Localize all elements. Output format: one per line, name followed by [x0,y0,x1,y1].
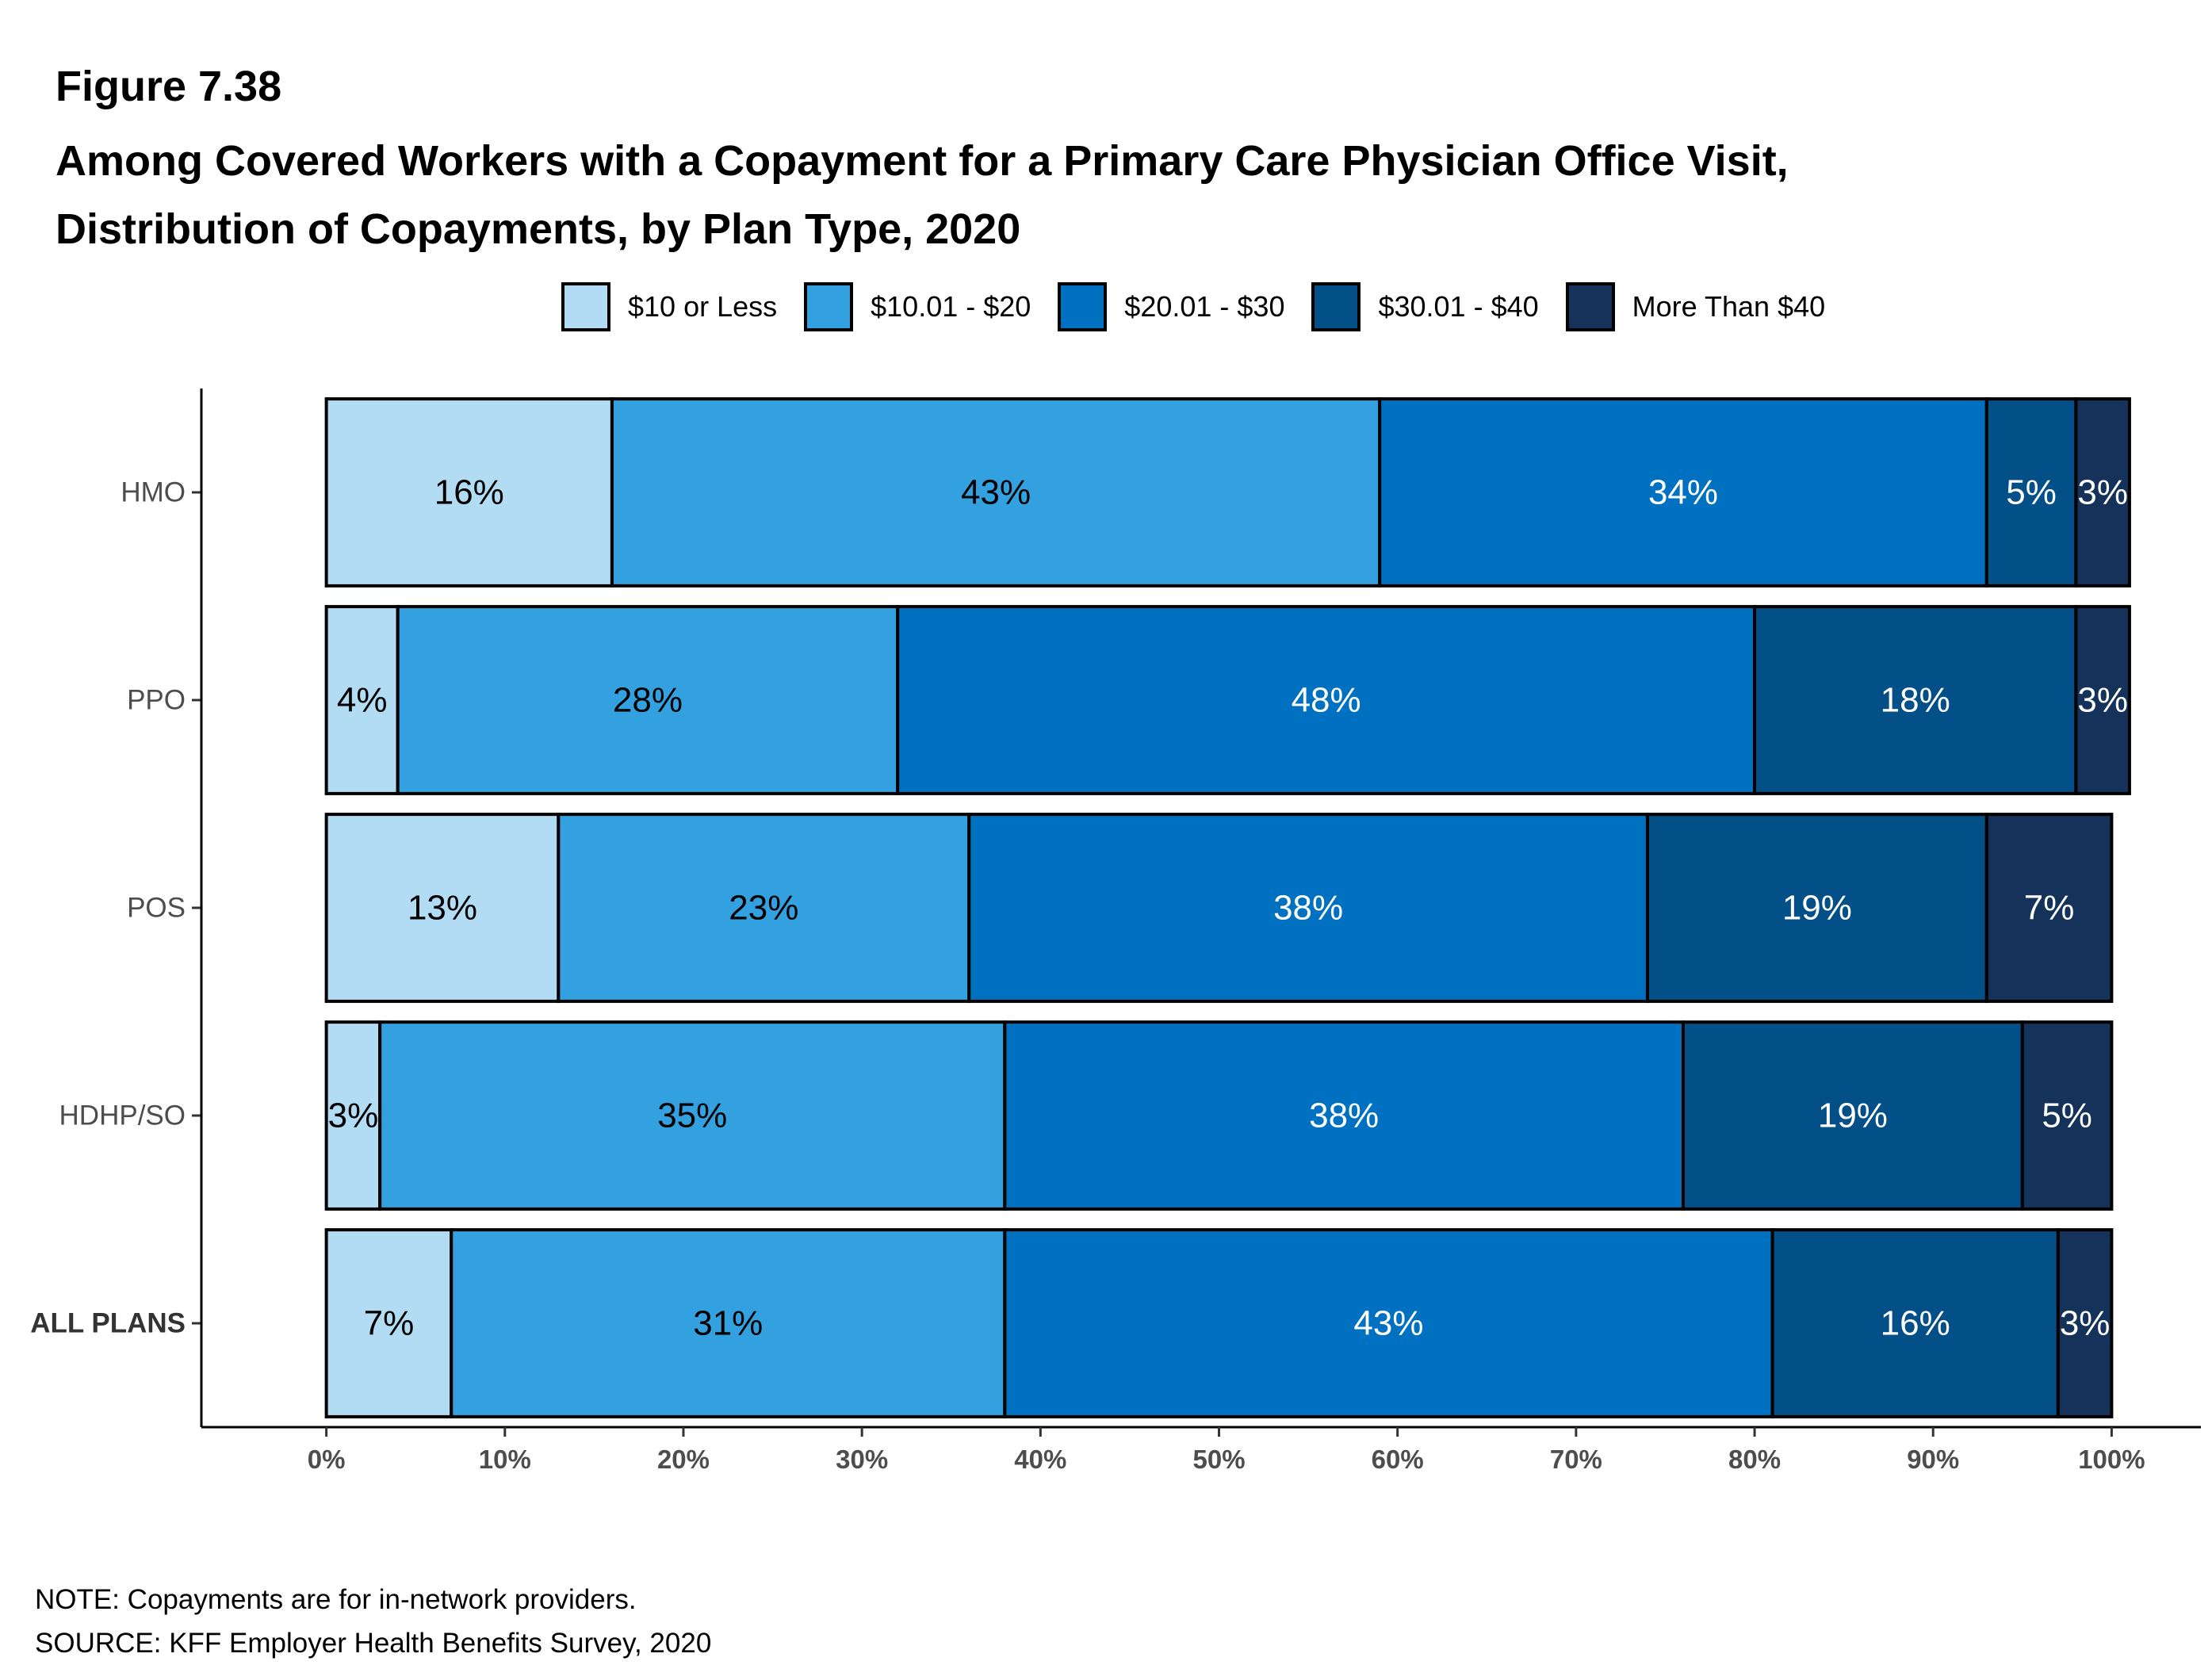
legend-swatch [804,282,854,331]
bar-segment [324,813,561,1003]
legend-item-10-to-20: $10.01 - $20 [804,282,1031,331]
bar-segment [1003,1020,1685,1211]
data-label: 18% [1881,681,1950,720]
x-tick-label: 40% [1014,1445,1066,1474]
x-tick-label: 70% [1550,1445,1602,1474]
figure-label: Figure 7.38 [55,63,282,110]
bar-segment [396,605,900,795]
x-tick-label: 10% [479,1445,531,1474]
data-label: 38% [1309,1097,1379,1135]
stacked-bar-chart: 16% 43% 34% 5% 3% HMO 4% 28% 48% 18% 3% PPO 13% 23% 38… [30,388,2201,1474]
data-label: 3% [2077,473,2128,512]
legend-swatch [1565,282,1615,331]
chart-title-line-2: Distribution of Copayments, by Plan Type… [55,205,1021,253]
data-label: 3% [2060,1304,2111,1343]
y-tick-label: HMO [121,477,186,508]
x-tick-label: 50% [1192,1445,1245,1474]
data-label: 48% [1292,681,1361,720]
data-label: 28% [613,681,683,720]
chart-title-line-1: Among Covered Workers with a Copayment f… [55,137,1789,185]
x-tick-label: 60% [1372,1445,1424,1474]
bar-segment [2074,397,2131,588]
legend-swatch [1311,282,1361,331]
bar-segment [450,1228,1007,1418]
x-tick-label: 90% [1907,1445,1959,1474]
bar-segment [2020,1020,2114,1211]
bar-segment [378,1020,1007,1211]
x-tick-label: 20% [657,1445,710,1474]
bar-segment [1681,1020,2024,1211]
data-label: 13% [408,889,477,928]
y-tick-label: HDHP/SO [59,1100,186,1131]
chart-note: NOTE: Copayments are for in-network prov… [35,1584,637,1615]
data-label: 4% [337,681,388,720]
data-label: 19% [1818,1097,1888,1135]
y-tick-label: POS [127,893,186,924]
legend-item-10-or-less: $10 or Less [561,282,777,331]
bar-segment [324,605,400,795]
x-tick-label: 30% [836,1445,888,1474]
bar-segment [1645,813,1988,1003]
legend-item-20-to-30: $20.01 - $30 [1058,282,1284,331]
bar-segment [1378,397,1988,588]
data-label: 43% [1353,1304,1423,1343]
x-tick-label: 0% [308,1445,346,1474]
data-label: 35% [657,1097,727,1135]
data-label: 23% [729,889,798,928]
legend-label: $20.01 - $30 [1124,290,1285,323]
bar-segment [896,605,1757,795]
data-label: 7% [364,1304,415,1343]
data-label: 3% [328,1097,379,1135]
legend-label: $30.01 - $40 [1378,290,1539,323]
data-label: 31% [693,1304,763,1343]
legend-label: $10.01 - $20 [871,290,1031,323]
bar-segment [1770,1228,2060,1418]
data-label: 7% [2024,889,2075,928]
legend-label: $10 or Less [628,290,778,323]
data-label: 34% [1648,473,1718,512]
data-label: 3% [2077,681,2128,720]
bar-segment [1984,813,2114,1003]
chart-title: Among Covered Workers with a Copayment f… [55,127,2117,263]
data-label: 16% [1881,1304,1950,1343]
data-label: 38% [1273,889,1343,928]
y-tick-label: ALL PLANS [30,1308,186,1339]
data-label: 16% [434,473,504,512]
chart-source: SOURCE: KFF Employer Health Benefits Sur… [35,1628,712,1659]
bar-segment [324,397,614,588]
data-label: 19% [1782,889,1852,928]
x-tick-label: 100% [2078,1445,2145,1474]
data-label: 5% [2006,473,2057,512]
bar-segment [1753,605,2078,795]
chart-legend: $10 or Less $10.01 - $20 $20.01 - $30 $3… [561,281,1852,333]
bar-segment [2056,1228,2114,1418]
data-label: 5% [2042,1097,2092,1135]
data-label: 43% [961,473,1031,512]
bar-segment [1984,397,2078,588]
legend-item-30-to-40: $30.01 - $40 [1311,282,1539,331]
bar-segment [557,813,971,1003]
legend-swatch [1058,282,1108,331]
bar-segment [2074,605,2131,795]
bar-segment [610,397,1382,588]
x-tick-label: 80% [1728,1445,1781,1474]
legend-label: More Than $40 [1632,290,1826,323]
legend-item-more-than-40: More Than $40 [1565,282,1826,331]
bar-segment [324,1228,453,1418]
legend-swatch [561,282,610,331]
y-tick-label: PPO [127,685,186,716]
